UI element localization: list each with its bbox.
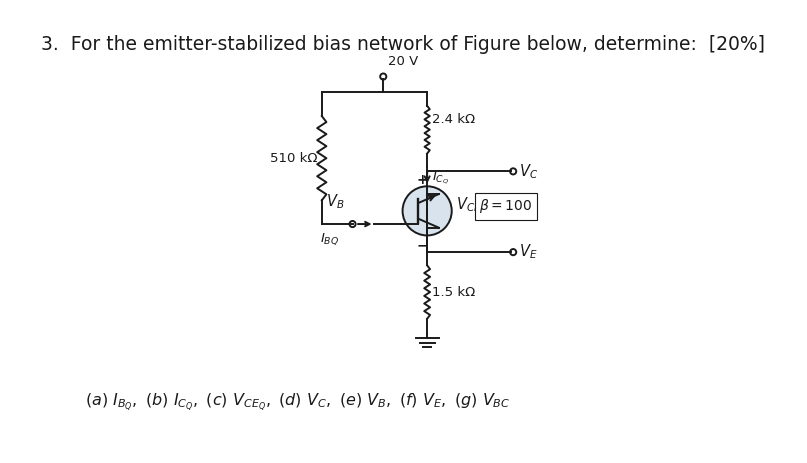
Text: $I_{BQ}$: $I_{BQ}$ <box>320 231 339 247</box>
Text: 2.4 kΩ: 2.4 kΩ <box>433 113 475 125</box>
Text: 3.  For the emitter-stabilized bias network of Figure below, determine:  [20%]: 3. For the emitter-stabilized bias netwo… <box>41 35 766 54</box>
Text: 510 kΩ: 510 kΩ <box>270 152 317 165</box>
Text: −: − <box>417 238 429 252</box>
Text: $I_{C_Q}$: $I_{C_Q}$ <box>432 169 449 186</box>
Text: +: + <box>417 173 429 187</box>
Circle shape <box>403 186 452 236</box>
Text: $V_C$: $V_C$ <box>520 162 538 181</box>
Text: 1.5 kΩ: 1.5 kΩ <box>433 286 475 299</box>
Text: $V_B$: $V_B$ <box>326 192 345 211</box>
Text: $V_{CE_Q}$: $V_{CE_Q}$ <box>456 196 487 217</box>
Text: 20 V: 20 V <box>387 55 418 68</box>
Text: $\beta = 100$: $\beta = 100$ <box>479 198 533 215</box>
Text: $V_E$: $V_E$ <box>520 243 537 262</box>
Text: $(a)\ I_{B_Q}$$,\ (b)\ I_{C_Q}$$,\ (c)\ V_{CE_Q}$$,\ (d)\ V_C$$,\ (e)\ V_B$$,\ (: $(a)\ I_{B_Q}$$,\ (b)\ I_{C_Q}$$,\ (c)\ … <box>85 391 510 413</box>
